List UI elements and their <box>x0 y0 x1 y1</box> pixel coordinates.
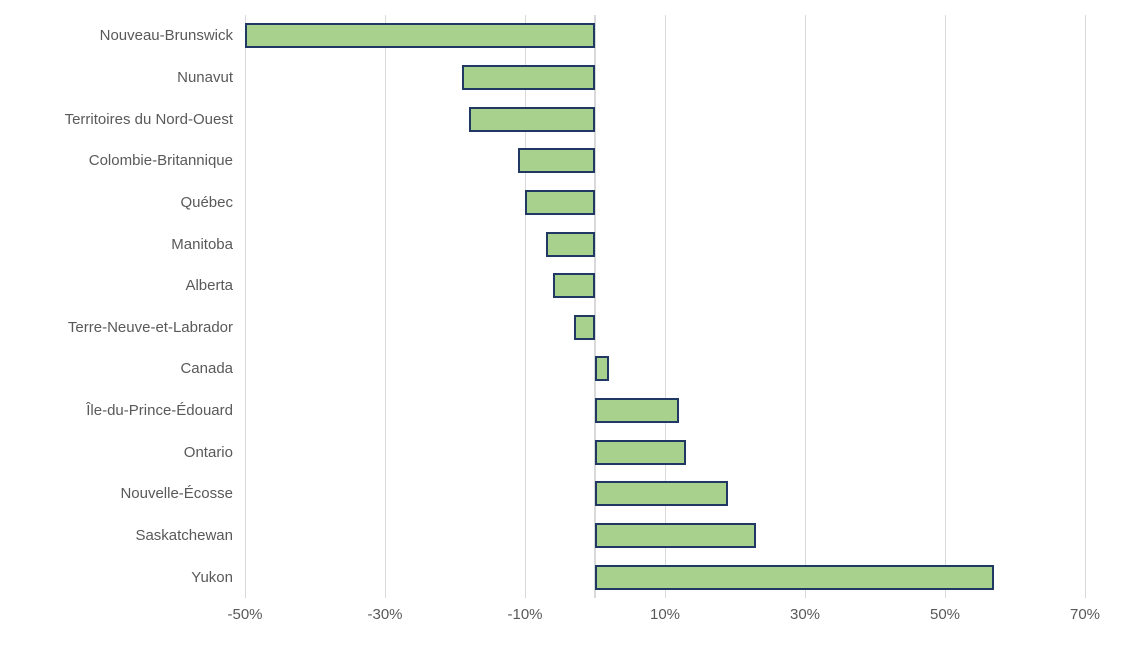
bar-terre-neuve-et-labrador <box>574 314 595 340</box>
bar-saskatchewan <box>595 523 756 549</box>
y-axis-category-labels: Nouveau-Brunswick Nunavut Territoires du N… <box>0 15 233 598</box>
gridline <box>664 15 666 598</box>
bar-canada <box>595 356 609 382</box>
x-tick-label: 30% <box>789 606 821 623</box>
gridline <box>1084 15 1086 598</box>
bar-manitoba <box>546 231 595 257</box>
category-label: Nunavut <box>177 68 233 86</box>
category-label: Canada <box>180 360 233 378</box>
bar--le-du-prince-douard <box>595 398 679 424</box>
gridline <box>944 15 946 598</box>
bar-yukon <box>595 564 994 590</box>
category-label: Colombie-Britannique <box>88 152 233 170</box>
bar-nouveau-brunswick <box>245 23 595 49</box>
gridline <box>804 15 806 598</box>
category-label: Yukon <box>191 568 233 586</box>
bar-qu-bec <box>525 189 595 215</box>
category-label: Saskatchewan <box>135 527 233 545</box>
bar-colombie-britannique <box>518 148 595 174</box>
x-axis-tick-labels: -50% -30% -10% 10% 30% 50% 70% <box>0 606 1127 630</box>
x-tick-label: -10% <box>507 606 543 623</box>
plot-area <box>244 15 1086 598</box>
category-label: Nouvelle-Écosse <box>120 485 233 503</box>
category-label: Nouveau-Brunswick <box>99 27 233 45</box>
x-tick-label: 70% <box>1069 606 1101 623</box>
bar-nouvelle-cosse <box>595 481 728 507</box>
x-tick-label: 10% <box>649 606 681 623</box>
zero-axis-line <box>594 15 596 598</box>
category-label: Manitoba <box>171 235 233 253</box>
gridline <box>384 15 386 598</box>
category-label: Ontario <box>183 443 233 461</box>
category-label: Terre-Neuve-et-Labrador <box>67 318 233 336</box>
bar-ontario <box>595 439 686 465</box>
bar-territoires-du-nord-ouest <box>469 106 595 132</box>
gridline <box>244 15 246 598</box>
category-label: Territoires du Nord-Ouest <box>64 110 233 128</box>
bar-alberta <box>553 273 595 299</box>
category-label: Île-du-Prince-Édouard <box>86 402 233 420</box>
category-label: Québec <box>180 193 233 211</box>
gridline <box>524 15 526 598</box>
category-label: Alberta <box>185 277 233 295</box>
x-tick-label: 50% <box>929 606 961 623</box>
x-tick-label: -50% <box>227 606 263 623</box>
bar-nunavut <box>462 64 595 90</box>
x-tick-label: -30% <box>367 606 403 623</box>
